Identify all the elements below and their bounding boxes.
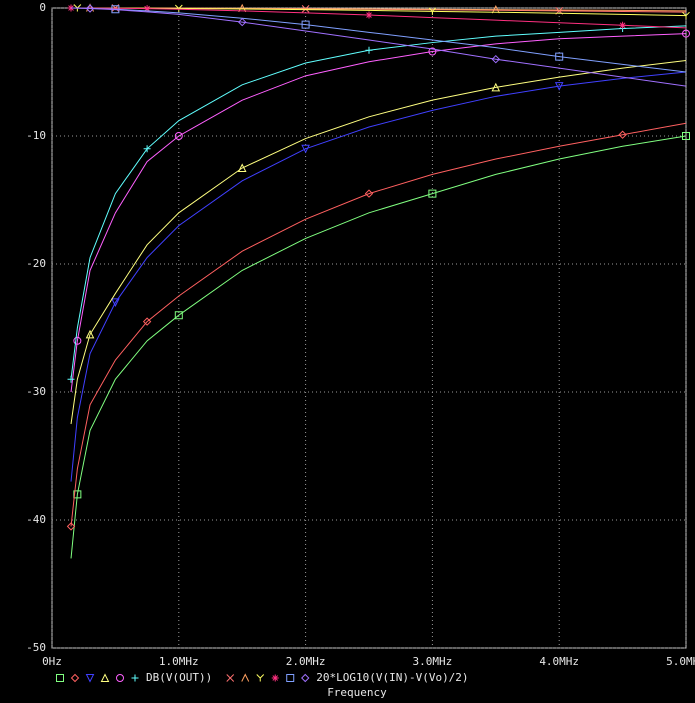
y-tick-label: -10 — [26, 129, 46, 142]
data-marker — [67, 375, 75, 383]
data-marker — [85, 4, 95, 13]
data-marker — [491, 54, 501, 64]
x-tick-label: 3.0MHz — [413, 655, 453, 668]
data-marker — [238, 3, 247, 13]
data-marker — [491, 82, 501, 92]
x-tick-label: 5.0MHz — [666, 655, 695, 668]
legend-marker — [286, 674, 295, 682]
series-line — [70, 135, 687, 559]
legend-label: 20*LOG10(V(IN)-V(Vo)/2) — [316, 671, 468, 684]
legend-marker — [115, 674, 125, 682]
data-marker — [491, 5, 500, 14]
x-tick-label: 0Hz — [42, 655, 62, 668]
series-line — [70, 122, 687, 527]
legend-marker — [100, 673, 110, 682]
plot-frame — [51, 7, 687, 649]
legend-marker — [85, 674, 95, 683]
data-marker — [555, 52, 564, 61]
data-marker — [111, 298, 120, 308]
x-axis-label: Frequency — [327, 686, 387, 699]
data-marker — [111, 5, 120, 14]
legend-marker — [70, 673, 80, 683]
data-marker — [174, 132, 183, 140]
y-tick-label: -30 — [26, 385, 46, 398]
y-tick-label: -40 — [26, 513, 46, 526]
data-marker — [142, 317, 152, 326]
series-line — [70, 33, 687, 393]
data-marker — [174, 311, 183, 320]
data-marker — [143, 5, 151, 13]
data-marker — [301, 144, 310, 154]
data-marker — [365, 46, 373, 54]
series-line — [70, 59, 687, 425]
series-line — [71, 7, 687, 73]
data-marker — [143, 145, 151, 153]
legend-marker — [241, 673, 250, 682]
y-tick-label: -20 — [26, 257, 46, 270]
legend-marker — [271, 674, 279, 682]
legend-marker — [131, 674, 139, 682]
x-tick-label: 1.0MHz — [159, 655, 199, 668]
legend-label: DB(V(OUT)) — [146, 671, 212, 684]
data-marker — [682, 11, 690, 20]
data-marker — [428, 189, 437, 198]
data-marker — [73, 490, 82, 499]
data-marker — [237, 17, 247, 27]
data-marker — [66, 522, 76, 531]
data-marker — [85, 329, 95, 339]
data-marker — [619, 21, 627, 29]
data-marker — [364, 189, 374, 198]
x-tick-label: 4.0MHz — [539, 655, 579, 668]
series-line — [70, 25, 687, 380]
data-marker — [365, 11, 373, 19]
y-tick-label: 0 — [39, 1, 46, 14]
legend-marker — [56, 674, 64, 682]
legend-marker — [226, 674, 235, 682]
data-marker — [237, 163, 247, 172]
data-marker — [681, 29, 691, 38]
legend-marker — [256, 674, 265, 682]
data-marker — [301, 20, 310, 29]
data-marker — [428, 7, 437, 15]
data-marker — [618, 130, 627, 139]
data-marker — [554, 82, 564, 91]
series-line — [70, 71, 687, 482]
x-tick-label: 2.0MHz — [286, 655, 326, 668]
series-line — [71, 7, 687, 87]
data-marker — [682, 132, 690, 140]
legend-marker — [301, 673, 310, 683]
y-tick-label: -50 — [26, 641, 46, 654]
